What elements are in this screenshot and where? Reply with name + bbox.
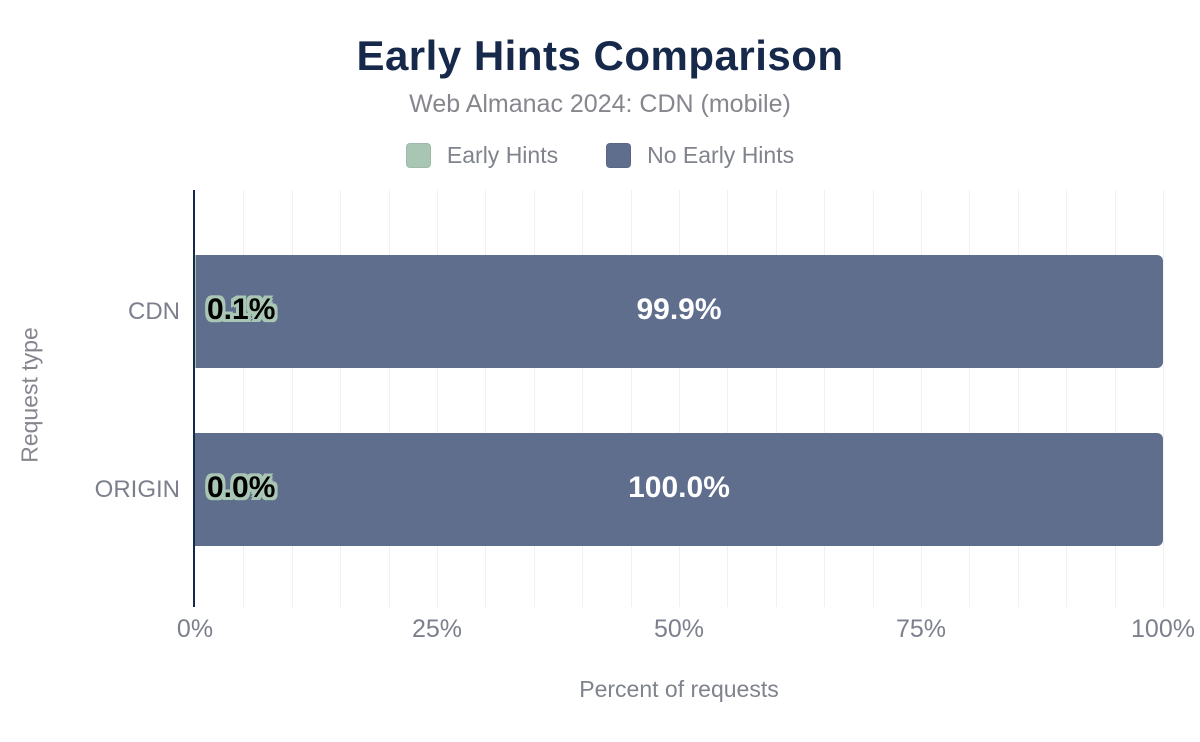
gridline	[824, 190, 826, 607]
gridline	[388, 190, 390, 607]
x-tick-label-50: 50%	[653, 615, 705, 643]
gridline	[727, 190, 729, 607]
value-label-no-early-hints: 99.9%	[636, 292, 722, 326]
y-axis-title: Request type	[16, 327, 43, 463]
chart-title: Early Hints Comparison	[356, 32, 844, 79]
gridline	[775, 190, 777, 607]
gridline	[872, 190, 874, 607]
legend-label-no-early-hints: No Early Hints	[647, 142, 795, 168]
gridline	[1017, 190, 1019, 607]
legend-label-early-hints: Early Hints	[446, 142, 559, 168]
x-tick-label-0: 0%	[176, 615, 214, 643]
gridline	[243, 190, 245, 607]
chart-subtitle: Web Almanac 2024: CDN (mobile)	[409, 90, 791, 118]
bar-row-cdn: CDN 0.1% 99.9%	[128, 255, 1163, 368]
x-tick-label-75: 75%	[895, 615, 947, 643]
gridline	[679, 190, 680, 607]
legend-item-no-early-hints: No Early Hints	[606, 142, 794, 169]
gridline	[921, 190, 922, 607]
x-tick-label-25: 25%	[411, 615, 463, 643]
gridline	[969, 190, 971, 607]
gridline	[291, 190, 293, 607]
x-tick-label-100: 100%	[1131, 615, 1195, 643]
legend-swatch-no-early-hints	[606, 143, 632, 168]
bar-segment-no-early-hints	[195, 433, 1163, 546]
x-axis-title: Percent of requests	[579, 676, 779, 702]
category-label-origin: ORIGIN	[94, 475, 180, 503]
bar-segment-no-early-hints	[195, 255, 1163, 368]
legend: Early Hints No Early Hints	[0, 142, 1200, 169]
gridline	[340, 190, 342, 607]
value-label-early-hints: 0.0%	[207, 470, 276, 504]
gridline	[1114, 190, 1116, 607]
gridline	[1066, 190, 1068, 607]
gridline	[437, 190, 438, 607]
gridline	[630, 190, 632, 607]
gridline	[582, 190, 584, 607]
value-label-no-early-hints: 100.0%	[628, 470, 730, 504]
plot-area: CDN 0.1% 99.9% ORIGIN 0.0% 100.0% 0% 25% 50% 75% 1…	[95, 190, 1195, 643]
legend-swatch-early-hints	[405, 143, 431, 168]
value-label-early-hints: 0.1%	[207, 292, 276, 326]
legend-item-early-hints: Early Hints	[405, 142, 559, 169]
bar-row-origin: ORIGIN 0.0% 100.0%	[95, 433, 1163, 546]
gridline	[485, 190, 487, 607]
gridline	[1163, 190, 1164, 607]
bar-segment-early-hints	[195, 255, 196, 368]
y-axis-line	[193, 190, 195, 607]
category-label-cdn: CDN	[128, 297, 180, 325]
gridline	[533, 190, 535, 607]
